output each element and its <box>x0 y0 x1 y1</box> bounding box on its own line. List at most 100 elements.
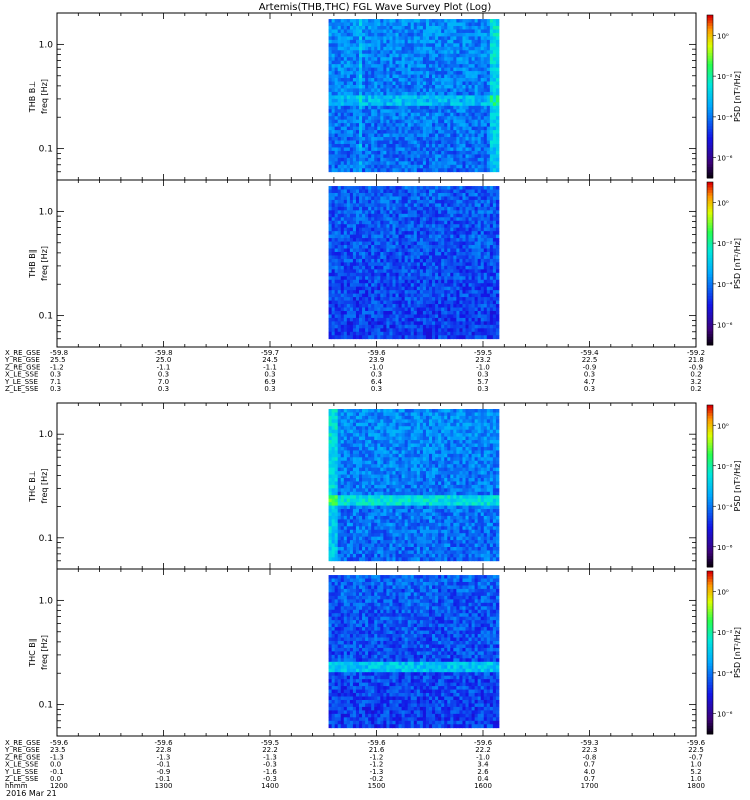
spectrogram-cell <box>374 317 378 322</box>
spectrogram-cell <box>386 140 390 145</box>
spectrogram-cell <box>346 213 351 218</box>
spectrogram-cell <box>368 192 372 197</box>
spectrogram-cell <box>428 19 433 23</box>
spectrogram-cell <box>492 220 497 225</box>
spectrogram-cell <box>355 272 360 277</box>
spectrogram-cell <box>477 161 482 166</box>
spectrogram-cell <box>477 71 482 75</box>
spectrogram-cell <box>462 192 466 197</box>
spectrogram-cell <box>471 130 476 134</box>
spectrogram-cell <box>438 224 442 229</box>
spectrogram-cell <box>438 29 442 34</box>
spectrogram-cell <box>401 50 406 55</box>
spectrogram-cell <box>432 217 436 222</box>
spectrogram-cell <box>435 36 439 41</box>
spectrogram-cell <box>410 98 415 103</box>
spectrogram-cell <box>404 262 409 267</box>
spectrogram-cell <box>398 39 402 44</box>
spectrogram-cell <box>492 60 497 65</box>
spectrogram-cell <box>407 19 412 23</box>
spectrogram-cell <box>340 116 345 121</box>
spectrogram-cell <box>492 164 497 169</box>
spectrogram-cell <box>413 199 418 204</box>
spectrogram-cell <box>422 269 427 274</box>
spectrogram-cell <box>328 157 333 162</box>
spectrogram-cell <box>334 143 339 148</box>
spectrogram-cell <box>380 186 384 190</box>
spectrogram-cell <box>428 112 433 117</box>
spectrogram-cell <box>456 46 460 51</box>
spectrogram-cell <box>413 157 418 162</box>
spectrogram-cell <box>334 154 339 159</box>
spectrogram-cell <box>386 95 390 100</box>
spectrogram-cell <box>435 186 439 190</box>
spectrogram-cell <box>492 88 497 93</box>
spectrogram-cell <box>495 84 500 89</box>
spectrogram-cell <box>419 255 424 260</box>
spectrogram-cell <box>416 19 421 23</box>
spectrogram-cell <box>331 310 336 315</box>
spectrogram-cell <box>368 78 372 82</box>
spectrogram-cell <box>368 286 372 291</box>
spectrogram-cell <box>377 60 381 65</box>
spectrogram-cell <box>477 241 482 246</box>
spectrogram-cell <box>428 286 433 291</box>
spectrogram-cell <box>465 255 469 260</box>
spectrogram-cell <box>334 300 339 305</box>
spectrogram-cell <box>462 157 466 162</box>
spectrogram-cell <box>377 150 381 155</box>
spectrogram-cell <box>422 22 427 27</box>
spectrogram-cell <box>380 279 384 284</box>
spectrogram-cell <box>383 140 387 145</box>
spectrogram-cell <box>459 196 463 201</box>
spectrogram-cell <box>419 147 424 152</box>
spectrogram-cell <box>495 95 500 100</box>
spectrogram-cell <box>492 203 497 208</box>
spectrogram-cell <box>404 217 409 222</box>
spectrogram-cell <box>368 98 372 103</box>
spectrogram-cell <box>441 286 445 291</box>
spectrogram-cell <box>410 203 415 208</box>
spectrogram-cell <box>349 251 354 256</box>
spectrogram-cell <box>495 234 500 239</box>
spectrogram-cell <box>349 81 354 86</box>
spectrogram-cell <box>340 290 345 295</box>
spectrogram-cell <box>355 286 360 291</box>
spectrogram-cell <box>489 78 494 82</box>
spectrogram-cell <box>465 74 469 79</box>
spectrogram-cell <box>453 98 457 103</box>
spectrogram-cell <box>407 286 412 291</box>
spectrogram-cell <box>425 46 430 51</box>
spectrogram-cell <box>444 43 448 48</box>
spectrogram-cell <box>395 272 399 277</box>
spectrogram-cell <box>368 310 372 315</box>
spectrogram-cell <box>337 130 342 134</box>
colorbar-cell <box>707 85 713 89</box>
spectrogram-cell <box>468 98 472 103</box>
spectrogram-cell <box>343 168 348 173</box>
spectrogram-cell <box>328 231 333 236</box>
spectrogram-cell <box>453 53 457 58</box>
spectrogram-cell <box>386 64 390 69</box>
spectrogram-cell <box>495 105 500 110</box>
spectrogram-cell <box>383 39 387 44</box>
spectrogram-cell <box>407 276 412 281</box>
spectrogram-cell <box>407 290 412 295</box>
spectrogram-cell <box>495 192 500 197</box>
spectrogram-cell <box>486 25 491 30</box>
spectrogram-cell <box>471 143 476 148</box>
spectrogram-cell <box>413 123 418 128</box>
spectrogram-cell <box>383 297 387 301</box>
spectrogram-cell <box>413 231 418 236</box>
spectrogram-cell <box>428 71 433 75</box>
spectrogram-cell <box>337 161 342 166</box>
spectrogram-cell <box>441 143 445 148</box>
spectrogram-cell <box>465 234 469 239</box>
spectrogram-cell <box>432 140 436 145</box>
spectrogram-cell <box>492 64 497 69</box>
spectrogram-cell <box>453 310 457 315</box>
spectrogram-cell <box>380 220 384 225</box>
spectrogram-cell <box>425 78 430 82</box>
spectrogram-cell <box>371 238 375 242</box>
spectrogram-cell <box>365 140 369 145</box>
